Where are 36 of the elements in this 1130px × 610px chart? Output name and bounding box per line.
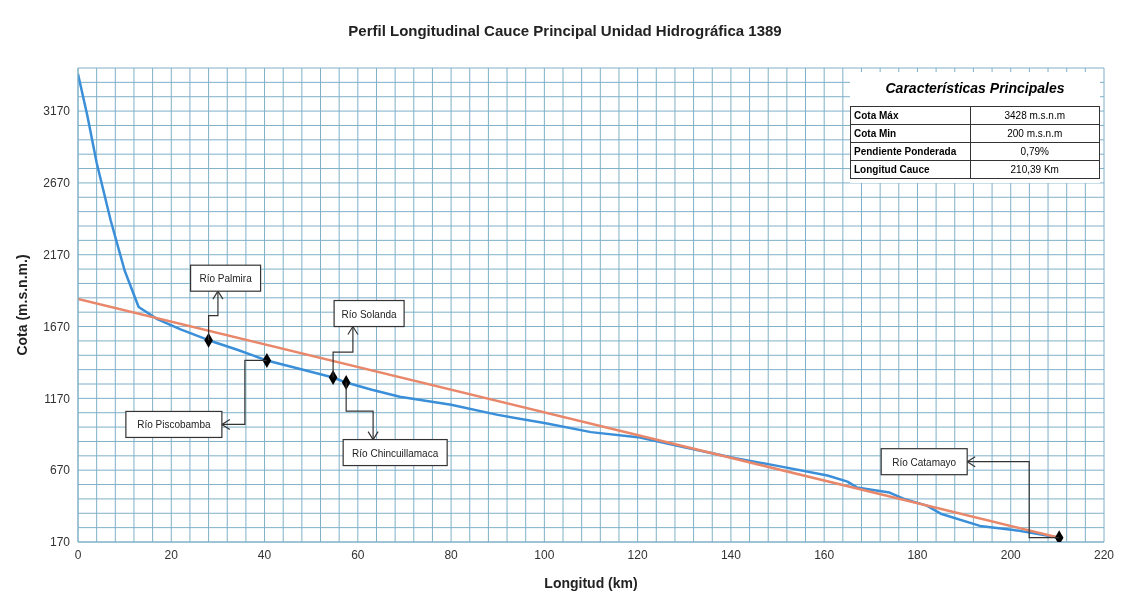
y-tick-label: 1670 xyxy=(43,319,71,334)
x-tick-label: 220 xyxy=(1093,547,1115,562)
x-tick-label: 160 xyxy=(814,547,835,562)
annotation: Río Catamayo xyxy=(892,456,957,468)
annotation: 200 m.s.n.m xyxy=(970,124,1100,143)
annotation: Río Palmira xyxy=(199,273,253,285)
y-tick-label: 670 xyxy=(49,463,71,478)
annotation: Cota Máx xyxy=(850,106,971,125)
annotation: 0,79% xyxy=(970,142,1100,161)
chart-title: Perfil Longitudinal Cauce Principal Unidad Hidrográfica 1389 xyxy=(347,22,783,39)
y-tick-label: 2670 xyxy=(43,176,71,191)
x-tick-label: 100 xyxy=(534,547,555,562)
annotation: Río Chincuillamaca xyxy=(352,447,439,459)
y-axis-title: Cota (m.s.n.m.) xyxy=(13,254,30,356)
y-tick-label: 1170 xyxy=(44,391,71,406)
annotation: Río Piscobamba xyxy=(137,419,211,431)
y-tick-label: 2170 xyxy=(43,247,71,262)
annotation: 3428 m.s.n.m xyxy=(970,106,1100,125)
y-tick-label: 170 xyxy=(49,535,71,550)
x-tick-label: 120 xyxy=(627,547,648,562)
x-tick-label: 60 xyxy=(351,547,365,562)
x-tick-label: 180 xyxy=(907,547,928,562)
annotation: Características Principales xyxy=(884,79,1066,98)
x-axis-title: Longitud (km) xyxy=(544,575,638,591)
annotation: Pendiente Ponderada xyxy=(850,142,971,161)
x-tick-label: 200 xyxy=(1000,547,1022,562)
x-tick-label: 80 xyxy=(444,547,459,562)
x-tick-label: 20 xyxy=(164,547,179,562)
x-tick-label: 0 xyxy=(74,547,82,562)
y-tick-label: 3170 xyxy=(43,104,71,119)
annotation: Cota Min xyxy=(850,124,971,143)
annotation: Río Solanda xyxy=(341,308,398,320)
annotation: 210,39 Km xyxy=(970,160,1100,179)
x-tick-label: 140 xyxy=(720,547,742,562)
annotation: Longitud Cauce xyxy=(850,160,971,179)
x-tick-label: 40 xyxy=(257,547,272,562)
